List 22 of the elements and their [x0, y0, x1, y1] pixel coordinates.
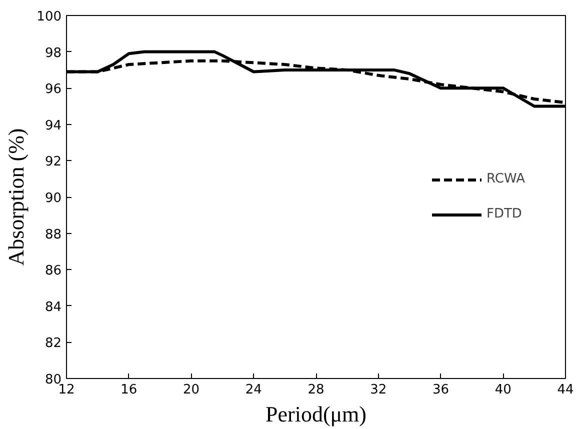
x-tick-label: 28: [308, 382, 324, 398]
y-tick-label: 86: [44, 264, 62, 279]
x-tick-label: 36: [432, 382, 450, 398]
x-tick-label: 20: [182, 382, 200, 398]
x-tick-label: 32: [370, 382, 387, 398]
y-tick-label: 96: [44, 82, 62, 98]
x-axis-title: Period(μm): [266, 402, 366, 426]
y-tick-label: 92: [44, 154, 62, 170]
x-tick-label: 24: [245, 382, 262, 398]
legend-label: RCWA: [486, 172, 525, 186]
x-tick-label: 44: [557, 382, 574, 398]
x-tick-label: 40: [494, 382, 512, 398]
y-tick-label: 90: [44, 191, 62, 206]
y-tick-label: 84: [44, 300, 62, 315]
y-tick-label: 82: [44, 336, 62, 352]
legend-label: FDTD: [486, 206, 522, 222]
y-tick-label: 88: [44, 227, 62, 242]
x-tick-label: 16: [120, 382, 138, 398]
y-tick-label: 100: [36, 10, 62, 24]
y-tick-label: 98: [44, 46, 62, 61]
y-tick-label: 94: [44, 118, 62, 134]
y-axis-title: Absorption (%): [4, 128, 29, 266]
